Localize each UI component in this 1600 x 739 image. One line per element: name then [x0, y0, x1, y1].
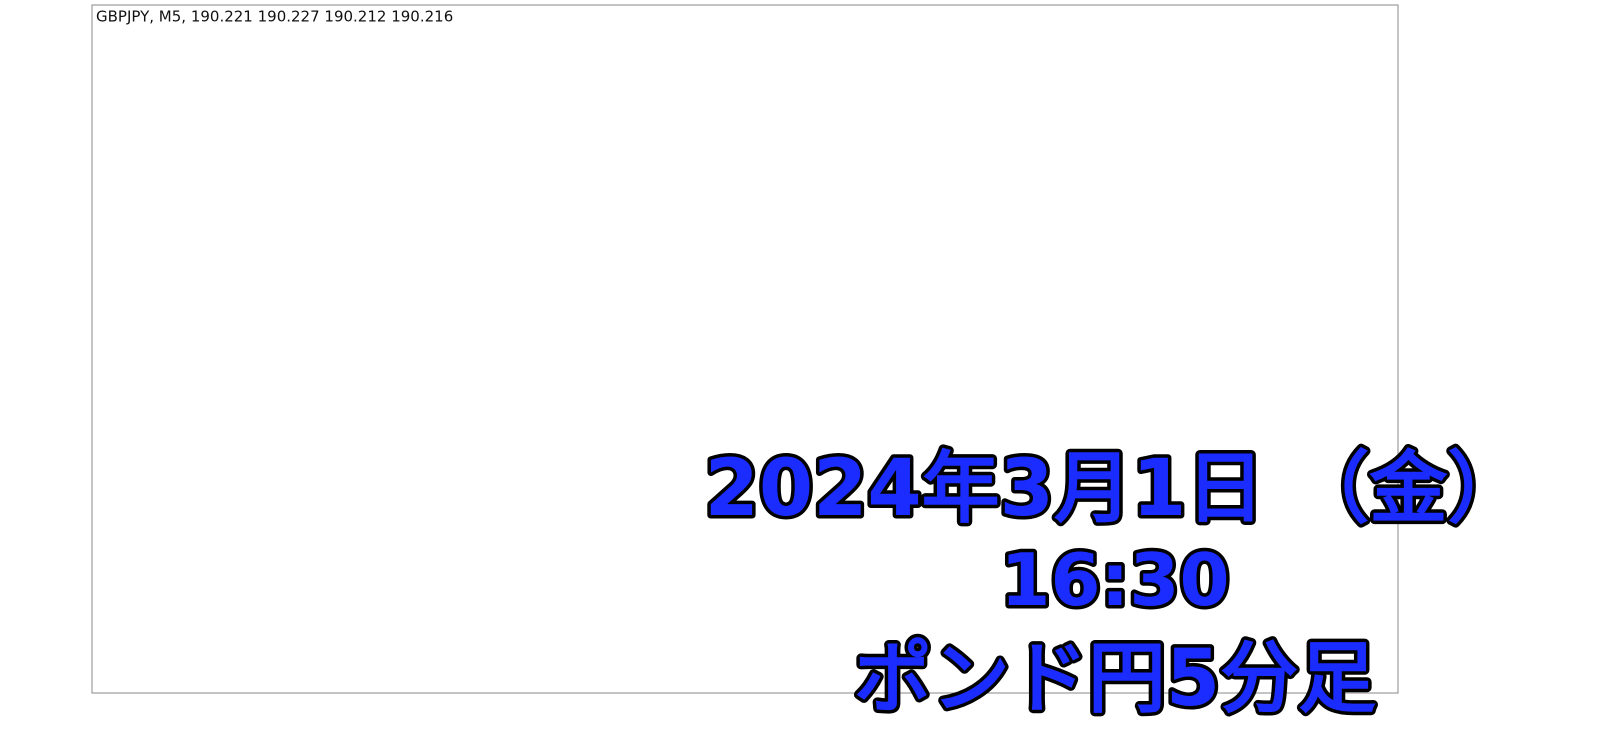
overlay-caption: ポンド円5分足: [854, 634, 1376, 724]
overlay-caption: 16:30: [1000, 538, 1229, 622]
overlay-caption: 2024年3月1日 （金）: [705, 444, 1526, 534]
plot-frame: [91, 4, 1399, 694]
chart-title: GBPJPY, M5, 190.221 190.227 190.212 190.…: [96, 8, 453, 26]
